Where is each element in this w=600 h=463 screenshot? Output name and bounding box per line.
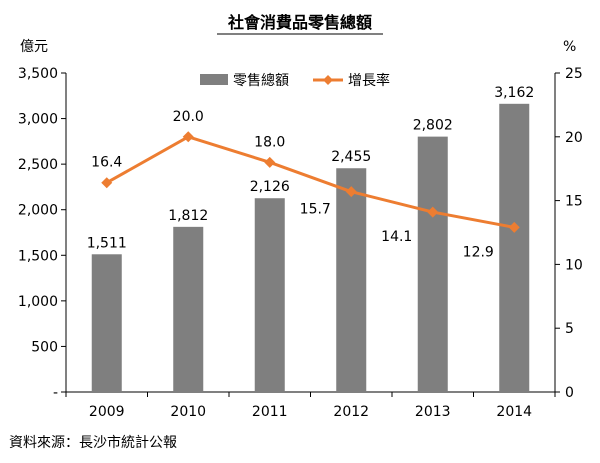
bar-value-label: 2,455 xyxy=(331,149,371,165)
right-tick-label: 20 xyxy=(565,130,583,146)
legend-bar-swatch xyxy=(200,74,228,85)
growth-rate-marker-2009 xyxy=(101,177,113,189)
bar-2011 xyxy=(254,198,285,392)
chart-title: 社會消費品零售總額 xyxy=(227,13,372,32)
growth-rate-marker-2014 xyxy=(508,221,520,233)
line-value-label: 20.0 xyxy=(173,109,204,125)
bar-value-label: 3,162 xyxy=(494,85,534,101)
bar-2014 xyxy=(499,103,530,393)
x-tick-label: 2013 xyxy=(415,404,451,420)
right-tick-label: 15 xyxy=(565,194,583,210)
growth-rate-marker-2010 xyxy=(182,131,194,143)
left-axis-unit: 億元 xyxy=(20,39,48,55)
legend-line-marker xyxy=(323,75,333,85)
bar-value-label: 1,511 xyxy=(87,235,127,251)
bar-2012 xyxy=(336,168,367,392)
legend-line-label: 增長率 xyxy=(348,72,390,89)
bar-2013 xyxy=(417,136,448,392)
x-tick-label: 2012 xyxy=(333,404,369,420)
line-value-label: 16.4 xyxy=(91,155,122,171)
left-tick-label: 2,500 xyxy=(18,157,58,173)
growth-rate-marker-2013 xyxy=(427,206,439,218)
x-tick-label: 2014 xyxy=(496,404,532,420)
bar-value-label: 2,126 xyxy=(250,179,290,195)
growth-rate-marker-2011 xyxy=(264,156,276,168)
right-tick-label: 0 xyxy=(565,385,574,401)
x-tick-label: 2010 xyxy=(170,404,206,420)
left-tick-label: 3,000 xyxy=(18,112,58,128)
bar-value-label: 1,812 xyxy=(168,208,208,224)
growth-rate-line xyxy=(106,135,515,229)
left-tick-label: 1,500 xyxy=(18,248,58,264)
left-tick-label: 3,500 xyxy=(18,66,58,82)
bar-value-label: 2,802 xyxy=(413,118,453,134)
left-tick-label: - xyxy=(53,385,58,401)
left-tick-label: 2,000 xyxy=(18,203,58,219)
right-axis-unit: % xyxy=(563,39,576,55)
left-tick-label: 500 xyxy=(31,339,58,355)
line-value-label: 14.1 xyxy=(381,229,412,245)
bar-2009 xyxy=(91,254,122,392)
growth-rate-marker-2012 xyxy=(345,186,357,198)
right-tick-label: 10 xyxy=(565,257,583,273)
source-note: 資料來源：長沙市統計公報 xyxy=(9,434,177,451)
legend-bar-label: 零售總額 xyxy=(233,72,289,89)
left-tick-label: 1,000 xyxy=(18,294,58,310)
line-value-label: 18.0 xyxy=(254,134,285,150)
right-tick-label: 25 xyxy=(565,66,583,82)
line-value-label: 15.7 xyxy=(300,202,331,218)
right-tick-label: 5 xyxy=(565,321,574,337)
x-tick-label: 2009 xyxy=(89,404,125,420)
bar-2010 xyxy=(173,226,204,392)
line-value-label: 12.9 xyxy=(463,244,494,260)
x-tick-label: 2011 xyxy=(252,404,288,420)
